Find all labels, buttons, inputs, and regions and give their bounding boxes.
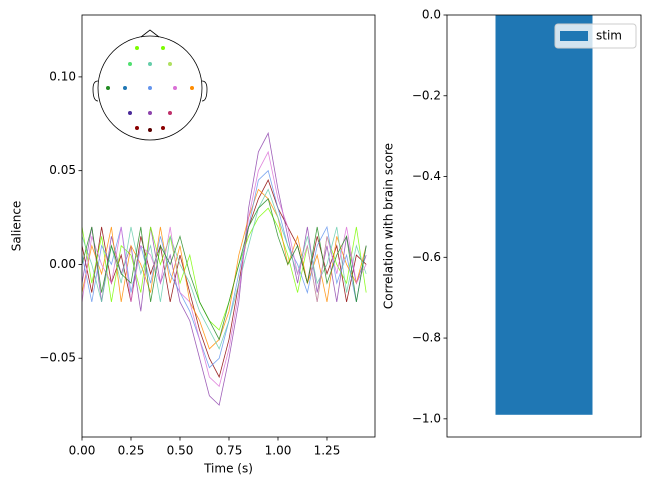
y-tick-label: −0.8 bbox=[412, 331, 441, 345]
y-tick-label: 0.00 bbox=[49, 257, 76, 271]
y-tick-label: 0.05 bbox=[49, 163, 76, 177]
x-tick-label: 1.25 bbox=[314, 444, 341, 458]
series-line bbox=[82, 207, 367, 331]
sensor-map bbox=[92, 29, 208, 141]
bar bbox=[495, 15, 593, 415]
legend-box bbox=[554, 23, 637, 49]
series-line bbox=[82, 188, 367, 350]
y-tick-label: 0.10 bbox=[49, 69, 76, 83]
legend-label: stim bbox=[596, 29, 622, 43]
y-tick-label: −0.2 bbox=[412, 88, 441, 102]
y-axis-label: Salience bbox=[10, 201, 24, 252]
y-tick-label: −0.6 bbox=[412, 250, 441, 264]
y-tick-label: −0.4 bbox=[412, 169, 441, 183]
series-line bbox=[82, 131, 367, 406]
series-line bbox=[82, 198, 367, 341]
series-line bbox=[82, 179, 367, 379]
axes-frame bbox=[81, 14, 376, 438]
y-tick-label: −0.05 bbox=[39, 351, 76, 365]
x-axis-label: Time (s) bbox=[203, 462, 253, 476]
lines bbox=[82, 131, 367, 406]
series-line bbox=[82, 169, 367, 369]
series-line bbox=[82, 150, 367, 388]
series-line bbox=[82, 188, 367, 350]
y-tick-label: 0.0 bbox=[422, 8, 441, 22]
legend-swatch bbox=[560, 31, 588, 41]
x-tick-label: 0.25 bbox=[118, 444, 145, 458]
x-tick-label: 0.75 bbox=[216, 444, 243, 458]
y-axis-label: Correlation with brain score bbox=[382, 143, 396, 309]
y-tick-label: −1.0 bbox=[412, 411, 441, 425]
axes-frame bbox=[446, 14, 642, 438]
x-tick-label: 1.00 bbox=[265, 444, 292, 458]
x-tick-label: 0.00 bbox=[69, 444, 96, 458]
x-tick-label: 0.50 bbox=[167, 444, 194, 458]
